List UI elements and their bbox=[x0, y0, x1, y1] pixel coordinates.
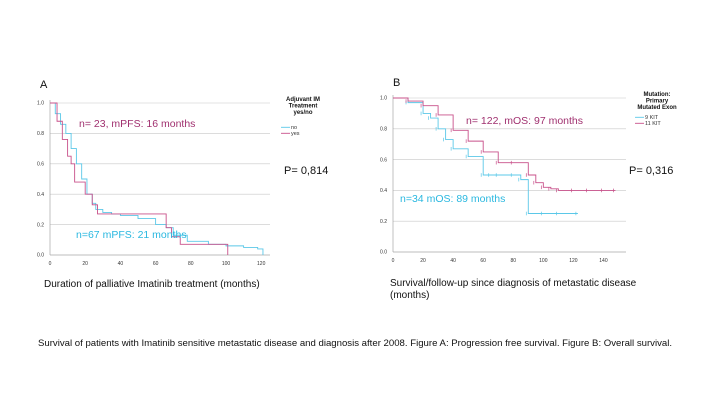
y-tick-label: 0.8 bbox=[37, 131, 44, 137]
panel-letter: A bbox=[40, 79, 48, 91]
y-tick-label: 0.2 bbox=[380, 219, 387, 225]
legend-label: 9 KIT bbox=[645, 115, 659, 121]
km-curve-9-kit bbox=[393, 97, 578, 214]
km-chart-a-svg: A 0.0 0.2 0.4 0.6 0.8 1.0 0 20 40 60 80 100 120 Adjuva… bbox=[37, 79, 328, 290]
chart-panel-a: A 0.0 0.2 0.4 0.6 0.8 1.0 0 20 40 60 80 100 120 Adjuva… bbox=[0, 0, 360, 300]
legend-title-line: Primary bbox=[646, 99, 669, 105]
x-tick-label: 20 bbox=[82, 261, 88, 267]
legend-label: no bbox=[291, 125, 297, 131]
annotation: n=34 mOS: 89 months bbox=[400, 193, 505, 205]
x-tick-label: 40 bbox=[118, 261, 124, 267]
y-tick-label: 0.4 bbox=[380, 188, 387, 194]
x-tick-label: 60 bbox=[480, 258, 486, 264]
x-tick-label: 0 bbox=[392, 258, 395, 264]
y-tick-label: 0.8 bbox=[380, 127, 387, 133]
x-tick-label: 0 bbox=[49, 261, 52, 267]
x-tick-label: 100 bbox=[222, 261, 231, 267]
annotation: n= 122, mOS: 97 months bbox=[466, 115, 583, 127]
p-value: P= 0,814 bbox=[284, 165, 328, 177]
y-tick-label: 0.4 bbox=[37, 192, 44, 198]
km-chart-b-svg: B 0.0 0.2 0.4 0.6 0.8 1.0 0 20 40 60 80 100 120 140 Mut… bbox=[380, 77, 677, 301]
panel-letter: B bbox=[393, 77, 400, 89]
y-tick-label: 0.6 bbox=[37, 162, 44, 168]
x-tick-label: 120 bbox=[569, 258, 578, 264]
x-tick-label: 60 bbox=[153, 261, 159, 267]
x-tick-label: 120 bbox=[257, 261, 266, 267]
y-tick-label: 0.6 bbox=[380, 157, 387, 163]
y-tick-label: 0.0 bbox=[380, 250, 387, 256]
x-axis-label: Survival/follow-up since diagnosis of me… bbox=[390, 278, 637, 300]
legend-title-line: Mutated Exon bbox=[637, 105, 677, 111]
y-tick-label: 0.0 bbox=[37, 253, 44, 259]
legend-title-line: Adjuvant IM bbox=[286, 97, 320, 103]
y-tick-label: 0.2 bbox=[37, 222, 44, 228]
legend-label: 11 KIT bbox=[645, 121, 661, 127]
x-tick-label: 100 bbox=[539, 258, 548, 264]
x-tick-label: 80 bbox=[188, 261, 194, 267]
x-tick-label: 40 bbox=[450, 258, 456, 264]
annotation: n= 23, mPFS: 16 months bbox=[79, 118, 195, 130]
legend-title-line: yes/no bbox=[293, 110, 312, 116]
figure-caption: Survival of patients with Imatinib sensi… bbox=[38, 338, 673, 349]
legend-title-line: Mutation: bbox=[644, 92, 671, 98]
x-axis-label: Duration of palliative Imatinib treatmen… bbox=[44, 279, 260, 290]
p-value: P= 0,316 bbox=[629, 165, 673, 177]
chart-panel-b: B 0.0 0.2 0.4 0.6 0.8 1.0 0 20 40 60 80 100 120 140 Mut… bbox=[360, 0, 720, 301]
x-tick-label: 140 bbox=[599, 258, 608, 264]
y-tick-label: 1.0 bbox=[380, 96, 387, 102]
annotation: n=67 mPFS: 21 months bbox=[76, 229, 187, 241]
x-tick-label: 20 bbox=[420, 258, 426, 264]
km-curve-11-kit bbox=[393, 97, 616, 191]
x-tick-label: 80 bbox=[510, 258, 516, 264]
legend-label: yes bbox=[291, 131, 300, 137]
legend-title-line: Treatment bbox=[289, 104, 318, 110]
y-tick-label: 1.0 bbox=[37, 101, 44, 107]
km-curve-yes bbox=[50, 102, 229, 255]
